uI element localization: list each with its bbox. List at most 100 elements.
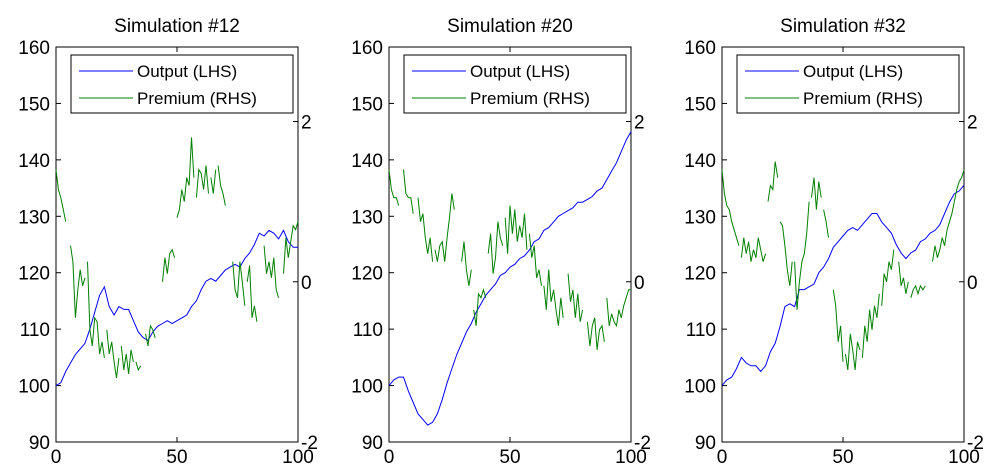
chart-title: Simulation #20: [447, 16, 573, 37]
series-line-premium: [263, 245, 280, 298]
y-tick-label: 150: [351, 94, 383, 115]
series-line-premium: [504, 205, 528, 254]
series-line-premium: [528, 233, 542, 286]
y-tick-label: 150: [18, 94, 50, 115]
series-line-premium: [487, 221, 504, 274]
y2-tick-label: -2: [634, 433, 651, 454]
series-line-premium: [388, 169, 400, 206]
series-line-premium: [811, 177, 822, 210]
legend: Output (LHS) Premium (RHS): [70, 54, 294, 114]
series-line-premium: [145, 324, 156, 347]
y-tick-label: 120: [351, 264, 383, 285]
legend-label: Output (LHS): [470, 62, 570, 81]
series-line-premium: [898, 261, 909, 294]
y-tick-label: 110: [686, 320, 716, 341]
y2-tick-label: 0: [967, 273, 978, 294]
series-line-premium: [740, 237, 767, 262]
series-line-premium: [721, 169, 740, 246]
legend-label: Premium (RHS): [137, 89, 257, 108]
y-tick-label: 120: [18, 264, 50, 285]
y-tick-label: 90: [29, 433, 50, 454]
chart-panel-2: Simulation #20 90 100 110 120 130 140 150 160 -2 0…: [351, 16, 651, 466]
series-line-premium: [55, 169, 67, 222]
series-line-output: [388, 131, 632, 426]
y2-tick-label: -2: [967, 433, 984, 454]
series-line-premium: [861, 293, 880, 358]
series-line-premium: [461, 241, 472, 286]
legend-box: [70, 54, 294, 114]
chart-panel-1: Simulation #12 90 100 110 120 130 140 150 160 -2 0…: [18, 16, 318, 466]
x-tick-label: 100: [948, 447, 980, 466]
y2-tick-label: -2: [301, 433, 318, 454]
y-tick-label: 160: [684, 38, 716, 59]
chart-title: Simulation #12: [114, 16, 240, 37]
legend-label: Premium (RHS): [803, 89, 923, 108]
legend-box: [736, 54, 960, 114]
legend-box: [403, 54, 627, 114]
y-tick-label: 140: [684, 151, 716, 172]
series-line-premium: [767, 161, 779, 202]
y-tick-label: 90: [695, 433, 716, 454]
legend-label: Output (LHS): [803, 62, 903, 81]
legend-label: Output (LHS): [137, 62, 237, 81]
series-line-premium: [162, 248, 176, 282]
y-tick-label: 160: [351, 38, 383, 59]
y-tick-label: 110: [20, 320, 50, 341]
y2-tick-label: 2: [634, 113, 645, 134]
series-line-premium: [106, 329, 120, 378]
y-tick-label: 120: [684, 264, 716, 285]
chart-title: Simulation #32: [780, 16, 906, 37]
y-tick-label: 140: [18, 151, 50, 172]
series-line-premium: [567, 273, 584, 322]
x-tick-label: 50: [832, 447, 853, 466]
series-line-premium: [881, 249, 895, 306]
series-line-premium: [176, 137, 195, 218]
series-line-premium: [283, 221, 299, 274]
series-line-premium: [543, 269, 564, 326]
series-line-premium: [195, 165, 209, 198]
series-line-premium: [217, 165, 226, 206]
series-line-output: [55, 229, 298, 387]
x-tick-label: 100: [615, 447, 647, 466]
x-tick-label: 0: [384, 447, 395, 466]
x-tick-label: 0: [51, 447, 62, 466]
y2-tick-label: 0: [634, 273, 645, 294]
series-line-premium: [910, 284, 926, 298]
y-tick-label: 140: [351, 151, 383, 172]
series-line-output: [721, 184, 965, 386]
y2-tick-label: 2: [967, 113, 978, 134]
legend: Output (LHS) Premium (RHS): [736, 54, 960, 114]
series-line-premium: [210, 169, 217, 194]
x-tick-label: 0: [717, 447, 728, 466]
series-line-premium: [473, 288, 487, 326]
legend-label: Premium (RHS): [470, 89, 590, 108]
series-line-premium: [135, 361, 142, 372]
y-tick-label: 100: [684, 377, 716, 398]
y-tick-label: 100: [18, 377, 50, 398]
y-tick-label: 100: [351, 377, 383, 398]
series-line-premium: [70, 245, 86, 318]
series-line-premium: [120, 345, 134, 374]
series-line-premium: [794, 201, 810, 310]
y-tick-label: 150: [684, 94, 716, 115]
y-tick-label: 130: [351, 207, 383, 228]
chart-panel-3: Simulation #32 90 100 110 120 130 140 150 160 -2 0…: [684, 16, 984, 466]
series-line-premium: [586, 317, 605, 350]
series-line-premium: [87, 261, 105, 358]
x-tick-label: 100: [282, 447, 314, 466]
series-line-premium: [246, 265, 258, 322]
y2-tick-label: 2: [301, 113, 312, 134]
y-tick-label: 130: [684, 207, 716, 228]
y2-tick-label: 0: [301, 273, 312, 294]
x-tick-label: 50: [499, 447, 520, 466]
legend: Output (LHS) Premium (RHS): [403, 54, 627, 114]
series-line-premium: [844, 333, 861, 370]
y-tick-label: 160: [18, 38, 50, 59]
series-line-premium: [932, 169, 965, 262]
y-tick-label: 130: [18, 207, 50, 228]
series-line-premium: [434, 193, 455, 262]
series-line-premium: [823, 209, 829, 238]
series-line-premium: [832, 289, 844, 362]
series-line-premium: [417, 197, 434, 262]
